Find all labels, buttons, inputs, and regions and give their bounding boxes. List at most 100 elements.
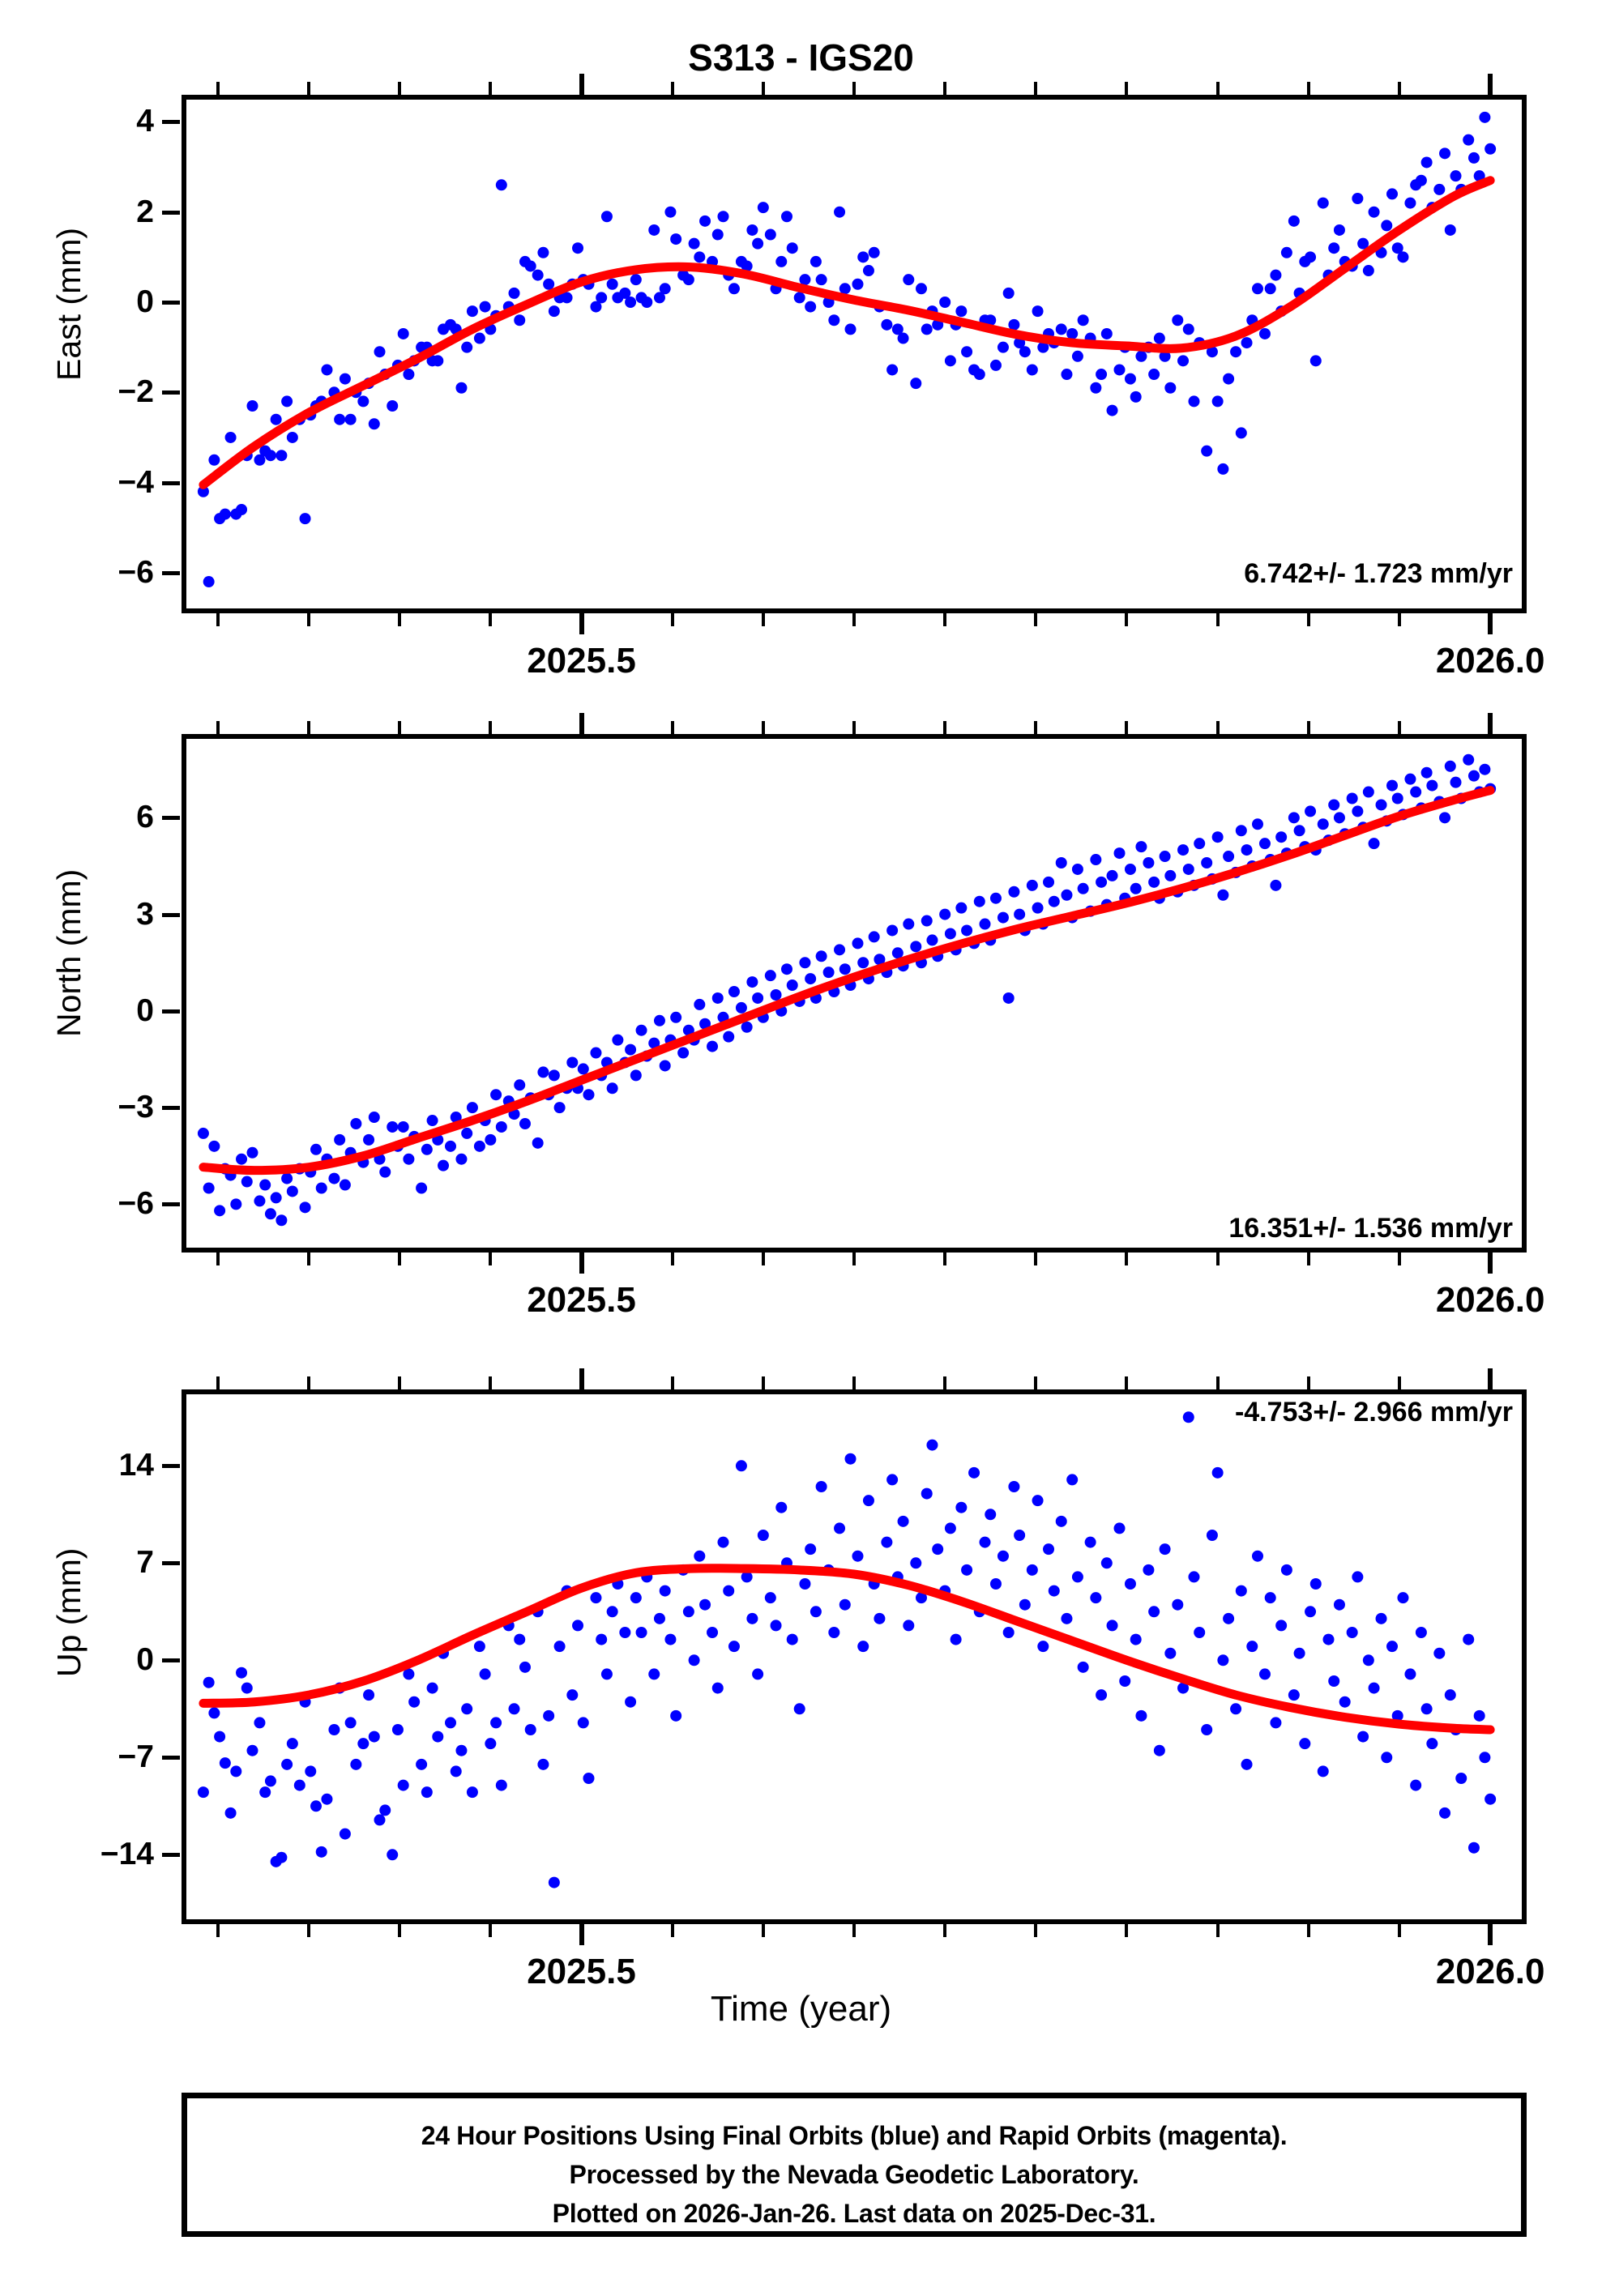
data-point bbox=[1252, 818, 1263, 830]
data-point bbox=[473, 332, 485, 344]
data-point bbox=[203, 576, 215, 588]
data-point bbox=[606, 1082, 618, 1095]
data-point bbox=[485, 1133, 497, 1146]
data-point bbox=[403, 1153, 415, 1165]
data-point bbox=[1153, 332, 1165, 344]
ytick-mark bbox=[162, 120, 180, 125]
data-point bbox=[805, 1543, 817, 1556]
footer-line-1: 24 Hour Positions Using Final Orbits (bl… bbox=[421, 2121, 1288, 2150]
xtick-minor-top bbox=[852, 82, 856, 95]
data-point bbox=[997, 911, 1009, 924]
data-point bbox=[1071, 863, 1083, 875]
data-point bbox=[1235, 1585, 1247, 1597]
data-point bbox=[711, 228, 724, 241]
data-point bbox=[1420, 156, 1433, 169]
data-point bbox=[1164, 869, 1177, 881]
data-point bbox=[670, 233, 682, 245]
data-point bbox=[473, 1641, 485, 1653]
data-point bbox=[1317, 1765, 1329, 1777]
data-point bbox=[1217, 1654, 1229, 1667]
xtick-minor-top bbox=[1306, 82, 1310, 95]
data-point bbox=[479, 301, 491, 313]
data-point bbox=[246, 400, 258, 412]
data-point bbox=[246, 1744, 258, 1756]
data-point bbox=[1439, 812, 1451, 824]
data-point bbox=[815, 950, 827, 962]
data-point bbox=[1439, 1807, 1451, 1819]
data-point bbox=[1252, 283, 1263, 295]
data-point bbox=[641, 297, 653, 308]
data-point bbox=[728, 283, 740, 295]
data-point bbox=[214, 1731, 226, 1743]
data-point bbox=[561, 292, 573, 304]
data-point bbox=[1148, 876, 1160, 888]
data-point bbox=[397, 1779, 409, 1791]
data-point bbox=[264, 450, 276, 462]
data-point bbox=[1397, 251, 1409, 263]
xtick-minor-top bbox=[761, 721, 765, 734]
data-point bbox=[1275, 1620, 1288, 1632]
data-point bbox=[648, 1037, 660, 1049]
data-point bbox=[1362, 265, 1374, 277]
footer-note-box: 24 Hour Positions Using Final Orbits (bl… bbox=[182, 2093, 1527, 2237]
xtick-minor-top bbox=[1306, 721, 1310, 734]
data-point bbox=[1391, 792, 1403, 804]
xtick-minor-top bbox=[1215, 721, 1220, 734]
data-point bbox=[1415, 1627, 1427, 1638]
xtick-minor bbox=[307, 1924, 311, 1937]
xtick-label: 2025.5 bbox=[527, 1952, 636, 1991]
data-point bbox=[728, 1641, 740, 1653]
xtick-minor bbox=[943, 613, 947, 626]
data-point bbox=[1410, 1779, 1422, 1791]
data-point bbox=[973, 895, 985, 907]
data-point bbox=[1352, 193, 1364, 204]
xtick-minor-top bbox=[1306, 1376, 1310, 1389]
data-point bbox=[961, 1564, 973, 1576]
data-point bbox=[770, 1620, 782, 1632]
data-point bbox=[197, 1786, 209, 1799]
data-point bbox=[630, 1592, 642, 1604]
data-point bbox=[862, 1495, 874, 1507]
xtick-minor bbox=[1215, 1924, 1220, 1937]
data-point bbox=[1375, 799, 1387, 811]
data-point bbox=[1264, 1592, 1276, 1604]
data-point bbox=[932, 1543, 944, 1556]
data-point bbox=[286, 1738, 298, 1750]
data-point bbox=[445, 1717, 456, 1729]
xtick-minor-top bbox=[216, 82, 220, 95]
data-point bbox=[350, 1117, 362, 1129]
data-point bbox=[1288, 1689, 1300, 1701]
data-point bbox=[1077, 882, 1089, 894]
data-point bbox=[1375, 1612, 1387, 1624]
data-point bbox=[363, 1689, 375, 1701]
ytick-mark bbox=[162, 816, 180, 821]
data-point bbox=[1450, 170, 1462, 182]
data-point bbox=[1077, 1661, 1089, 1673]
data-point bbox=[1071, 1571, 1083, 1583]
data-point bbox=[834, 1522, 846, 1534]
data-point bbox=[1026, 1564, 1038, 1576]
data-point bbox=[543, 278, 555, 290]
data-point bbox=[903, 1620, 915, 1632]
data-point bbox=[537, 246, 549, 258]
xtick-minor-top bbox=[670, 721, 674, 734]
data-point bbox=[973, 369, 985, 381]
data-point bbox=[1433, 183, 1446, 195]
xtick-minor-top bbox=[1215, 82, 1220, 95]
xtick-label: 2025.5 bbox=[527, 641, 636, 681]
data-point bbox=[1404, 197, 1416, 209]
data-point bbox=[224, 1807, 237, 1819]
data-point bbox=[1391, 1709, 1403, 1722]
xtick-minor bbox=[1034, 613, 1038, 626]
data-point bbox=[921, 323, 933, 335]
ytick-mark bbox=[162, 210, 180, 215]
data-point bbox=[985, 314, 997, 326]
data-point bbox=[276, 1214, 288, 1227]
data-point bbox=[1182, 863, 1194, 875]
data-point bbox=[786, 242, 798, 254]
data-point bbox=[1211, 831, 1224, 843]
data-point bbox=[857, 957, 869, 969]
xtick-minor bbox=[398, 613, 402, 626]
data-point bbox=[1433, 1647, 1446, 1659]
